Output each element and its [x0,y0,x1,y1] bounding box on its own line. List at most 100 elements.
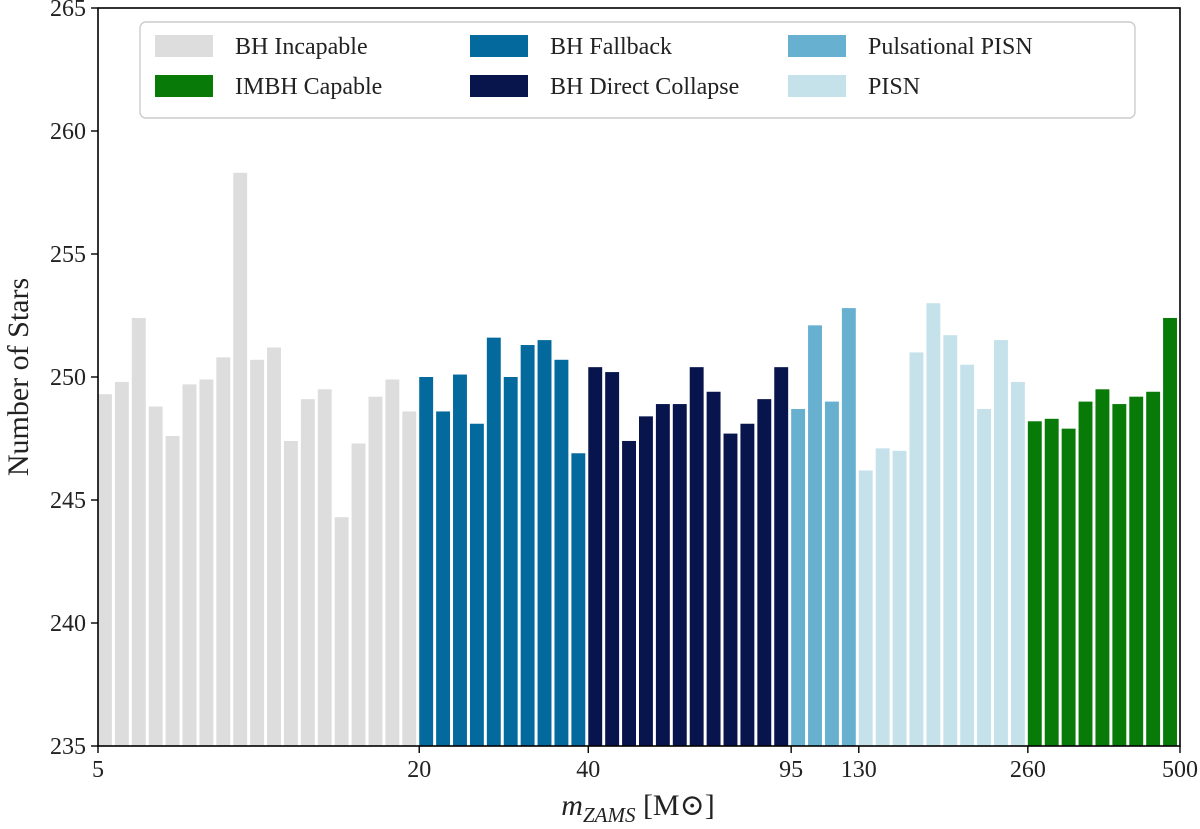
bar-bh-incapable-3 [148,406,163,746]
bar-pisn-4 [926,303,941,746]
bar-bh-incapable-12 [300,399,315,746]
bar-bh-incapable-8 [233,172,248,746]
bar-imbh-capable-4 [1095,389,1110,746]
x-tick-label: 260 [1010,757,1046,783]
x-tick-label: 500 [1162,757,1198,783]
bar-bh-direct-collapse-7 [706,391,721,746]
x-axis-label-subscript: ZAMS [583,803,636,827]
bar-imbh-capable-3 [1078,401,1093,746]
bar-bh-direct-collapse-2 [622,440,636,746]
bar-pisn-7 [977,408,992,746]
bar-pisn-9 [1010,381,1025,746]
bar-imbh-capable-0 [1027,421,1042,746]
bar-imbh-capable-2 [1061,428,1076,746]
bar-bh-incapable-14 [334,517,349,746]
bar-bh-fallback-9 [571,453,586,746]
bar-pisn-5 [943,335,958,746]
legend-label-imbh-capable: IMBH Capable [235,74,382,100]
bar-bh-fallback-1 [436,411,451,746]
bar-pisn-3 [909,352,924,746]
bar-bh-incapable-1 [114,381,129,746]
bar-pulsational-pisn-3 [841,308,856,746]
bar-pisn-1 [875,448,890,746]
bar-bh-direct-collapse-10 [757,399,772,746]
legend-swatch-imbh-capable [155,75,213,97]
y-axis-label: Number of Stars [2,278,35,476]
bar-pulsational-pisn-0 [791,408,806,746]
y-tick-label: 245 [50,488,86,514]
bar-pisn-8 [994,340,1008,746]
bar-bh-incapable-5 [182,384,197,746]
bar-bh-fallback-6 [520,345,535,746]
bar-imbh-capable-6 [1129,396,1144,746]
bar-bh-incapable-11 [283,440,298,746]
y-tick-label: 235 [50,734,86,760]
y-tick-label: 260 [50,119,86,145]
bar-bh-incapable-6 [199,379,214,746]
bar-bh-direct-collapse-9 [740,423,755,746]
x-tick-label: 40 [576,757,600,783]
bar-bh-fallback-7 [537,340,552,746]
bar-bh-fallback-2 [453,374,467,746]
bar-bh-direct-collapse-8 [723,433,738,746]
bar-bh-incapable-2 [131,317,146,746]
y-tick-label: 255 [50,242,86,268]
bar-bh-incapable-16 [368,396,383,746]
bar-pulsational-pisn-1 [808,325,822,746]
bar-bh-incapable-15 [351,443,366,746]
bar-bh-fallback-5 [503,377,518,746]
legend-label-bh-fallback: BH Fallback [550,34,672,60]
bar-pisn-6 [960,364,975,746]
bar-bh-direct-collapse-1 [605,372,620,746]
legend-box [139,21,1136,119]
bar-pisn-0 [858,470,873,746]
x-tick-label: 130 [841,757,877,783]
bar-imbh-capable-8 [1163,317,1177,746]
x-tick-label: 95 [779,757,803,783]
legend-label-bh-direct-collapse: BH Direct Collapse [550,74,739,100]
legend-swatch-pulsational-pisn [788,35,846,57]
bar-bh-incapable-7 [216,357,231,746]
legend-label-pulsational-pisn: Pulsational PISN [868,34,1033,60]
axes: 235 240 245 250 255 260 265 5 20 40 95 130 260 500 [50,0,1198,783]
x-axis-label: mZAMS [M⊙] [561,789,714,827]
x-axis-label-unit: [M⊙] [635,789,714,822]
bar-imbh-capable-7 [1146,391,1161,746]
bar-bh-incapable-10 [267,347,281,746]
bar-imbh-capable-5 [1112,404,1127,746]
bars [98,172,1177,746]
bar-bh-incapable-13 [317,389,332,746]
y-tick-label: 250 [50,365,86,391]
bar-bh-fallback-3 [469,423,484,746]
legend-label-pisn: PISN [868,74,920,100]
bar-bh-incapable-9 [250,359,265,746]
legend: BH Incapable BH Fallback Pulsational PISN I… [139,21,1136,119]
legend-swatch-bh-direct-collapse [470,75,528,97]
x-tick-label: 20 [407,757,431,783]
bar-bh-direct-collapse-4 [655,404,670,746]
bar-pulsational-pisn-2 [824,401,839,746]
bar-bh-incapable-0 [98,394,112,746]
bar-bh-incapable-17 [385,379,400,746]
y-tick-label: 240 [50,611,86,637]
x-axis-label-main: m [561,789,583,822]
bar-bh-direct-collapse-5 [672,404,687,746]
bar-bh-fallback-4 [486,337,501,746]
y-tick-label: 265 [50,0,86,22]
x-tick-label: 5 [92,757,104,783]
bar-bh-fallback-0 [419,377,434,746]
bar-bh-direct-collapse-3 [639,416,653,746]
bar-pisn-2 [892,450,907,746]
legend-swatch-pisn [788,75,846,97]
legend-label-bh-incapable: BH Incapable [235,34,368,60]
legend-swatch-bh-fallback [470,35,528,57]
bar-bh-direct-collapse-11 [774,367,789,746]
legend-swatch-bh-incapable [155,35,213,57]
bar-bh-incapable-18 [402,411,417,746]
bar-bh-fallback-8 [554,359,569,746]
bar-imbh-capable-1 [1044,418,1059,746]
bar-bh-direct-collapse-0 [588,367,603,746]
bar-bh-incapable-4 [165,436,180,746]
bar-bh-direct-collapse-6 [689,367,704,746]
